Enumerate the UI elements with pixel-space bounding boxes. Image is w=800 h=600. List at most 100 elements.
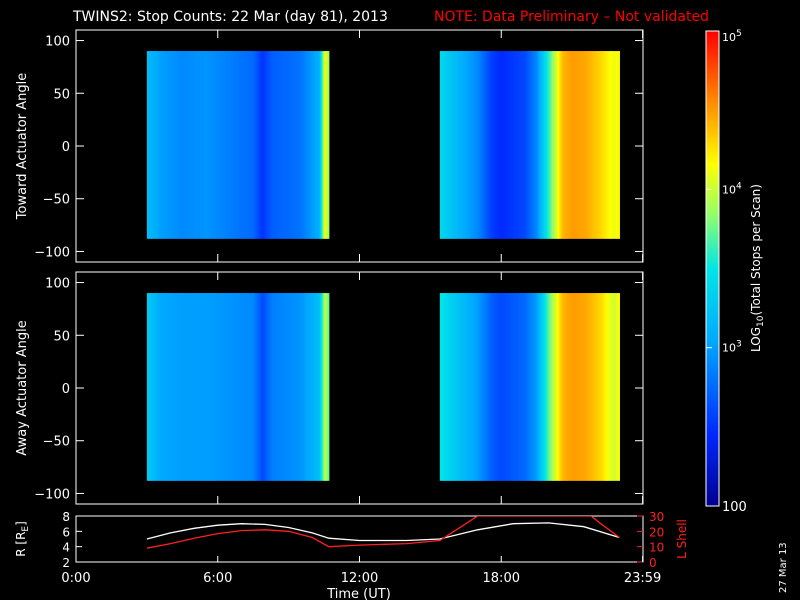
away-heatmap-column (300, 293, 303, 481)
away-heatmap-column (158, 293, 161, 481)
toward-heatmap-column (305, 51, 307, 239)
toward-heatmap-column (505, 51, 508, 239)
toward-heatmap-column (246, 51, 248, 239)
away-heatmap-column (602, 293, 605, 481)
r-axis-tick-label: 8 (62, 510, 70, 524)
away-heatmap-column (458, 293, 461, 481)
toward-heatmap-column (510, 51, 513, 239)
away-heatmap-column (176, 293, 179, 481)
toward-heatmap-column (182, 51, 185, 239)
away-heatmap-column (286, 293, 289, 481)
toward-heatmap-column (552, 51, 554, 239)
toward-heatmap-column (216, 51, 219, 239)
toward-heatmap-column (188, 51, 190, 239)
toward-heatmap-column (178, 51, 181, 239)
away-heatmap-column (280, 293, 283, 481)
away-heatmap-column (312, 293, 315, 481)
away-heatmap-column (256, 293, 259, 481)
away-heatmap-column (556, 293, 559, 481)
away-heatmap-column (441, 293, 443, 481)
r-axis-label: R [RE] (14, 521, 31, 557)
away-heatmap-column (542, 293, 545, 481)
toward-heatmap-column (528, 51, 531, 239)
away-heatmap-column (252, 293, 254, 481)
toward-heatmap-column (185, 51, 188, 239)
away-heatmap-column (326, 293, 329, 481)
away-heatmap-column (302, 293, 305, 481)
away-heatmap-column (530, 293, 533, 481)
toward-heatmap-column (298, 51, 300, 239)
toward-heatmap-column (524, 51, 527, 239)
toward-heatmap-column (494, 51, 496, 239)
away-heatmap-column (578, 293, 580, 481)
away-heatmap-column (520, 293, 522, 481)
colorbar-tick-label: 104 (722, 181, 742, 196)
away-heatmap-column (448, 293, 450, 481)
toward-heatmap-column (461, 51, 463, 239)
toward-heatmap-column (534, 51, 537, 239)
toward-heatmap-column (214, 51, 216, 239)
away-heatmap-column (301, 293, 304, 481)
toward-heatmap-column (201, 51, 203, 239)
toward-heatmap-column (247, 51, 250, 239)
away-heatmap-column (292, 293, 294, 481)
r-series-line (146, 522, 620, 542)
time-axis-tick-label: 12:00 (341, 571, 378, 586)
toward-heatmap-column (324, 51, 326, 239)
away-heatmap-column (528, 293, 531, 481)
toward-heatmap-column (270, 51, 273, 239)
away-heatmap-column (529, 293, 532, 481)
away-heatmap-column (307, 293, 310, 481)
toward-heatmap-column (262, 51, 265, 239)
away-heatmap-column (600, 293, 603, 481)
toward-heatmap-column (275, 51, 278, 239)
toward-heatmap (146, 51, 620, 239)
away-heatmap-column (318, 293, 320, 481)
away-heatmap-column (283, 293, 286, 481)
toward-heatmap-column (230, 51, 233, 239)
toward-heatmap-column (459, 51, 462, 239)
away-heatmap-column (482, 293, 485, 481)
toward-heatmap-column (601, 51, 604, 239)
toward-heatmap-column (442, 51, 444, 239)
away-heatmap-column (203, 293, 206, 481)
away-heatmap-column (236, 293, 239, 481)
toward-heatmap-column (492, 51, 495, 239)
away-heatmap-column (202, 293, 205, 481)
toward-heatmap-column (583, 51, 586, 239)
toward-heatmap-column (179, 51, 182, 239)
away-heatmap-column (582, 293, 585, 481)
away-heatmap-column (263, 293, 266, 481)
toward-heatmap-column (507, 51, 509, 239)
away-heatmap-column (200, 293, 202, 481)
toward-heatmap-column (455, 51, 457, 239)
away-heatmap-column (484, 293, 487, 481)
away-heatmap-column (492, 293, 495, 481)
toward-heatmap-column (454, 51, 456, 239)
toward-heatmap-column (617, 51, 619, 239)
toward-heatmap-column (259, 51, 261, 239)
toward-heatmap-column (268, 51, 271, 239)
away-heatmap-column (276, 293, 279, 481)
away-heatmap-column (585, 293, 587, 481)
toward-heatmap-column (593, 51, 596, 239)
toward-heatmap-column (200, 51, 202, 239)
toward-heatmap-column (471, 51, 474, 239)
toward-heatmap-column (477, 51, 480, 239)
toward-heatmap-column (170, 51, 173, 239)
away-heatmap-column (445, 293, 448, 481)
toward-heatmap-column (540, 51, 543, 239)
away-heatmap-column (177, 293, 180, 481)
away-heatmap-column (248, 293, 251, 481)
toward-y-tick-label: −50 (43, 193, 70, 208)
away-heatmap-column (618, 293, 620, 481)
away-y-tick-label: 100 (45, 277, 70, 292)
toward-heatmap-column (300, 51, 303, 239)
away-y-tick-label: 50 (53, 329, 70, 344)
away-x-ticks (75, 272, 644, 504)
away-heatmap-column (496, 293, 499, 481)
toward-y-tick-label: −100 (34, 245, 70, 260)
away-heatmap-column (466, 293, 469, 481)
away-heatmap-column (461, 293, 463, 481)
away-heatmap-column (534, 293, 537, 481)
